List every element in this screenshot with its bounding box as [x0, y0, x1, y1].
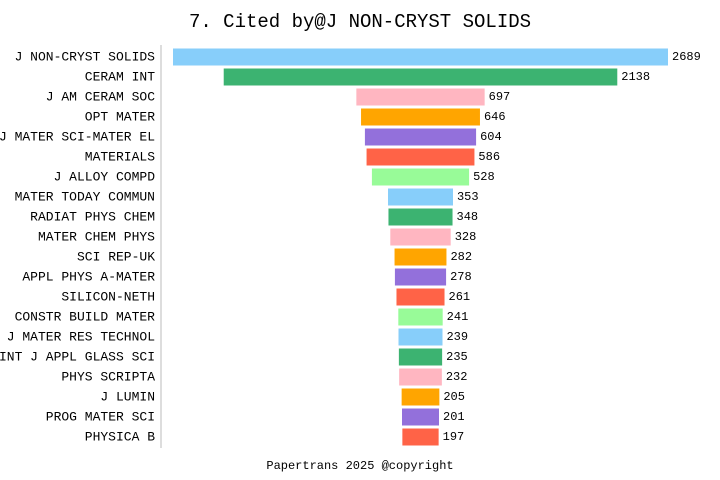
bar — [356, 88, 485, 106]
y-tick-label: INT J APPL GLASS SCI — [0, 349, 155, 364]
bar — [396, 288, 445, 306]
value-label: 197 — [443, 430, 465, 444]
bar — [401, 408, 440, 426]
bar — [394, 268, 447, 286]
y-tick-label: MATER CHEM PHYS — [38, 229, 155, 244]
value-label: 328 — [455, 230, 477, 244]
value-label: 278 — [450, 270, 472, 284]
value-label: 2689 — [672, 50, 701, 64]
value-label: 586 — [478, 150, 500, 164]
value-label: 232 — [446, 370, 468, 384]
bar — [388, 208, 453, 226]
y-tick-label: CONSTR BUILD MATER — [15, 309, 156, 324]
value-label: 282 — [450, 250, 472, 264]
bar — [401, 388, 440, 406]
y-tick-label: J ALLOY COMPD — [54, 169, 156, 184]
value-label: 2138 — [621, 70, 650, 84]
value-label: 261 — [449, 290, 471, 304]
bar — [223, 68, 618, 86]
bar — [364, 128, 477, 146]
chart-title: 7. Cited by@J NON-CRYST SOLIDS — [189, 11, 531, 33]
bar — [398, 328, 443, 346]
value-label: 235 — [446, 350, 468, 364]
value-label: 604 — [480, 130, 502, 144]
value-label: 241 — [447, 310, 469, 324]
bar — [398, 348, 443, 366]
y-tick-label: PHYSICA B — [85, 429, 155, 444]
value-label: 353 — [457, 190, 479, 204]
y-tick-label: MATERIALS — [85, 149, 155, 164]
y-tick-label: SCI REP-UK — [77, 249, 155, 264]
value-label: 646 — [484, 110, 506, 124]
y-tick-label: RADIAT PHYS CHEM — [30, 209, 155, 224]
y-tick-label: APPL PHYS A-MATER — [22, 269, 155, 284]
bar — [388, 188, 453, 206]
bar — [173, 48, 668, 66]
bar — [402, 428, 439, 446]
value-label: 205 — [443, 390, 465, 404]
y-tick-label: J LUMIN — [100, 389, 155, 404]
bar — [398, 308, 443, 326]
y-tick-label: PROG MATER SCI — [46, 409, 155, 424]
footer: Papertrans 2025 @copyright — [266, 459, 453, 473]
value-label: 201 — [443, 410, 465, 424]
value-label: 239 — [446, 330, 468, 344]
y-tick-label: J MATER SCI-MATER EL — [0, 129, 155, 144]
bar — [399, 368, 442, 386]
y-tick-label: PHYS SCRIPTA — [61, 369, 155, 384]
y-tick-label: J AM CERAM SOC — [46, 89, 155, 104]
bar — [371, 168, 470, 186]
y-tick-label: MATER TODAY COMMUN — [15, 189, 155, 204]
y-tick-label: SILICON-NETH — [61, 289, 155, 304]
bar — [394, 248, 447, 266]
value-label: 528 — [473, 170, 495, 184]
value-label: 348 — [457, 210, 479, 224]
y-tick-label: CERAM INT — [85, 69, 155, 84]
value-label: 697 — [489, 90, 511, 104]
y-tick-label: J MATER RES TECHNOL — [7, 329, 155, 344]
y-tick-label: J NON-CRYST SOLIDS — [15, 49, 156, 64]
bar — [361, 108, 480, 126]
y-tick-label: OPT MATER — [85, 109, 155, 124]
bar — [366, 148, 475, 166]
bar — [390, 228, 451, 246]
